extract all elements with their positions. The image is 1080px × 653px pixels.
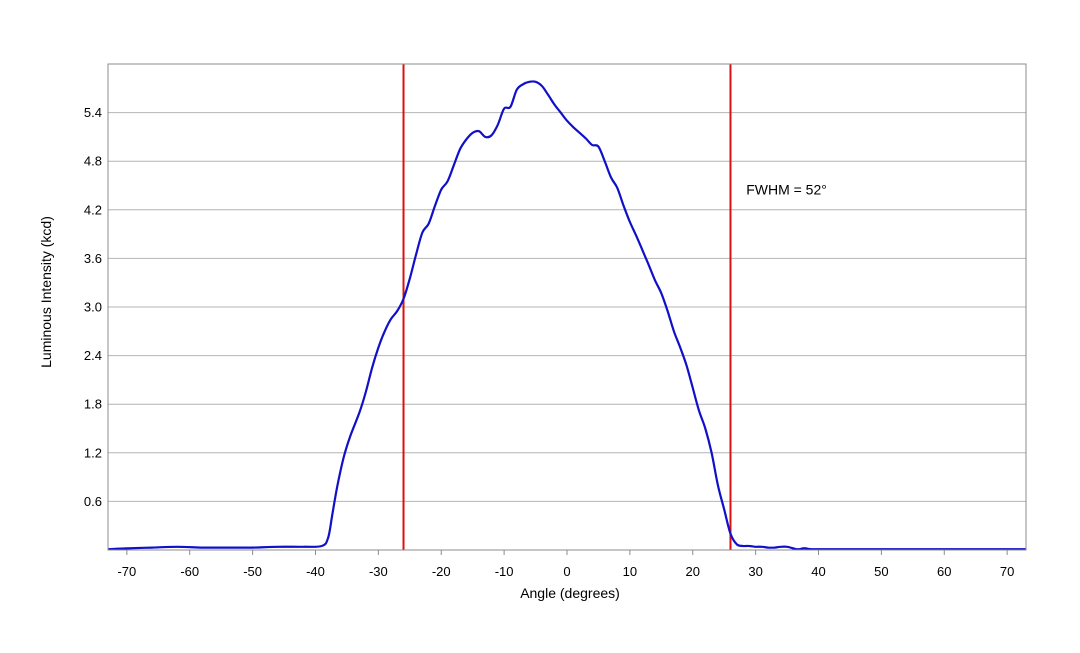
intensity-series-line [107,80,1026,551]
x-tick-label: -70 [117,564,136,579]
x-tick-label: 40 [811,564,825,579]
x-tick-label: 50 [874,564,888,579]
y-tick-label: 4.2 [84,202,102,217]
y-tick-label: 4.8 [84,154,102,169]
x-tick-label: -10 [495,564,514,579]
y-axis-ticks: 0.6 1.2 1.8 2.4 3.0 3.6 4.2 4.8 5.4 [84,105,102,509]
y-tick-label: 3.6 [84,251,102,266]
x-tick-label: 20 [686,564,700,579]
x-tick-label: 60 [937,564,951,579]
y-tick-label: 3.0 [84,300,102,315]
x-tick-label: -40 [306,564,325,579]
y-tick-label: 0.6 [84,494,102,509]
x-tick-label: 30 [748,564,762,579]
y-axis-label: Luminous Intensity (kcd) [38,216,54,368]
x-tick-label: 10 [623,564,637,579]
y-tick-label: 1.8 [84,397,102,412]
fwhm-markers [402,64,732,550]
x-tick-label: -50 [243,564,262,579]
fwhm-annotation: FWHM = 52° [746,182,827,198]
annotations: FWHM = 52° [746,182,827,198]
x-tick-label: 0 [563,564,570,579]
x-tick-label: -30 [369,564,388,579]
x-tick-label: -60 [180,564,199,579]
y-tick-label: 5.4 [84,105,102,120]
series-layer [107,80,1026,551]
x-tick-label: 70 [1000,564,1014,579]
x-axis-label: Angle (degrees) [520,585,620,601]
x-axis-ticks: -70 -60 -50 -40 -30 -20 -10 0 10 20 30 40 50 60 70 [117,550,1014,579]
y-tick-label: 2.4 [84,348,102,363]
x-tick-label: -20 [432,564,451,579]
grid-lines [108,112,1026,502]
y-tick-label: 1.2 [84,445,102,460]
